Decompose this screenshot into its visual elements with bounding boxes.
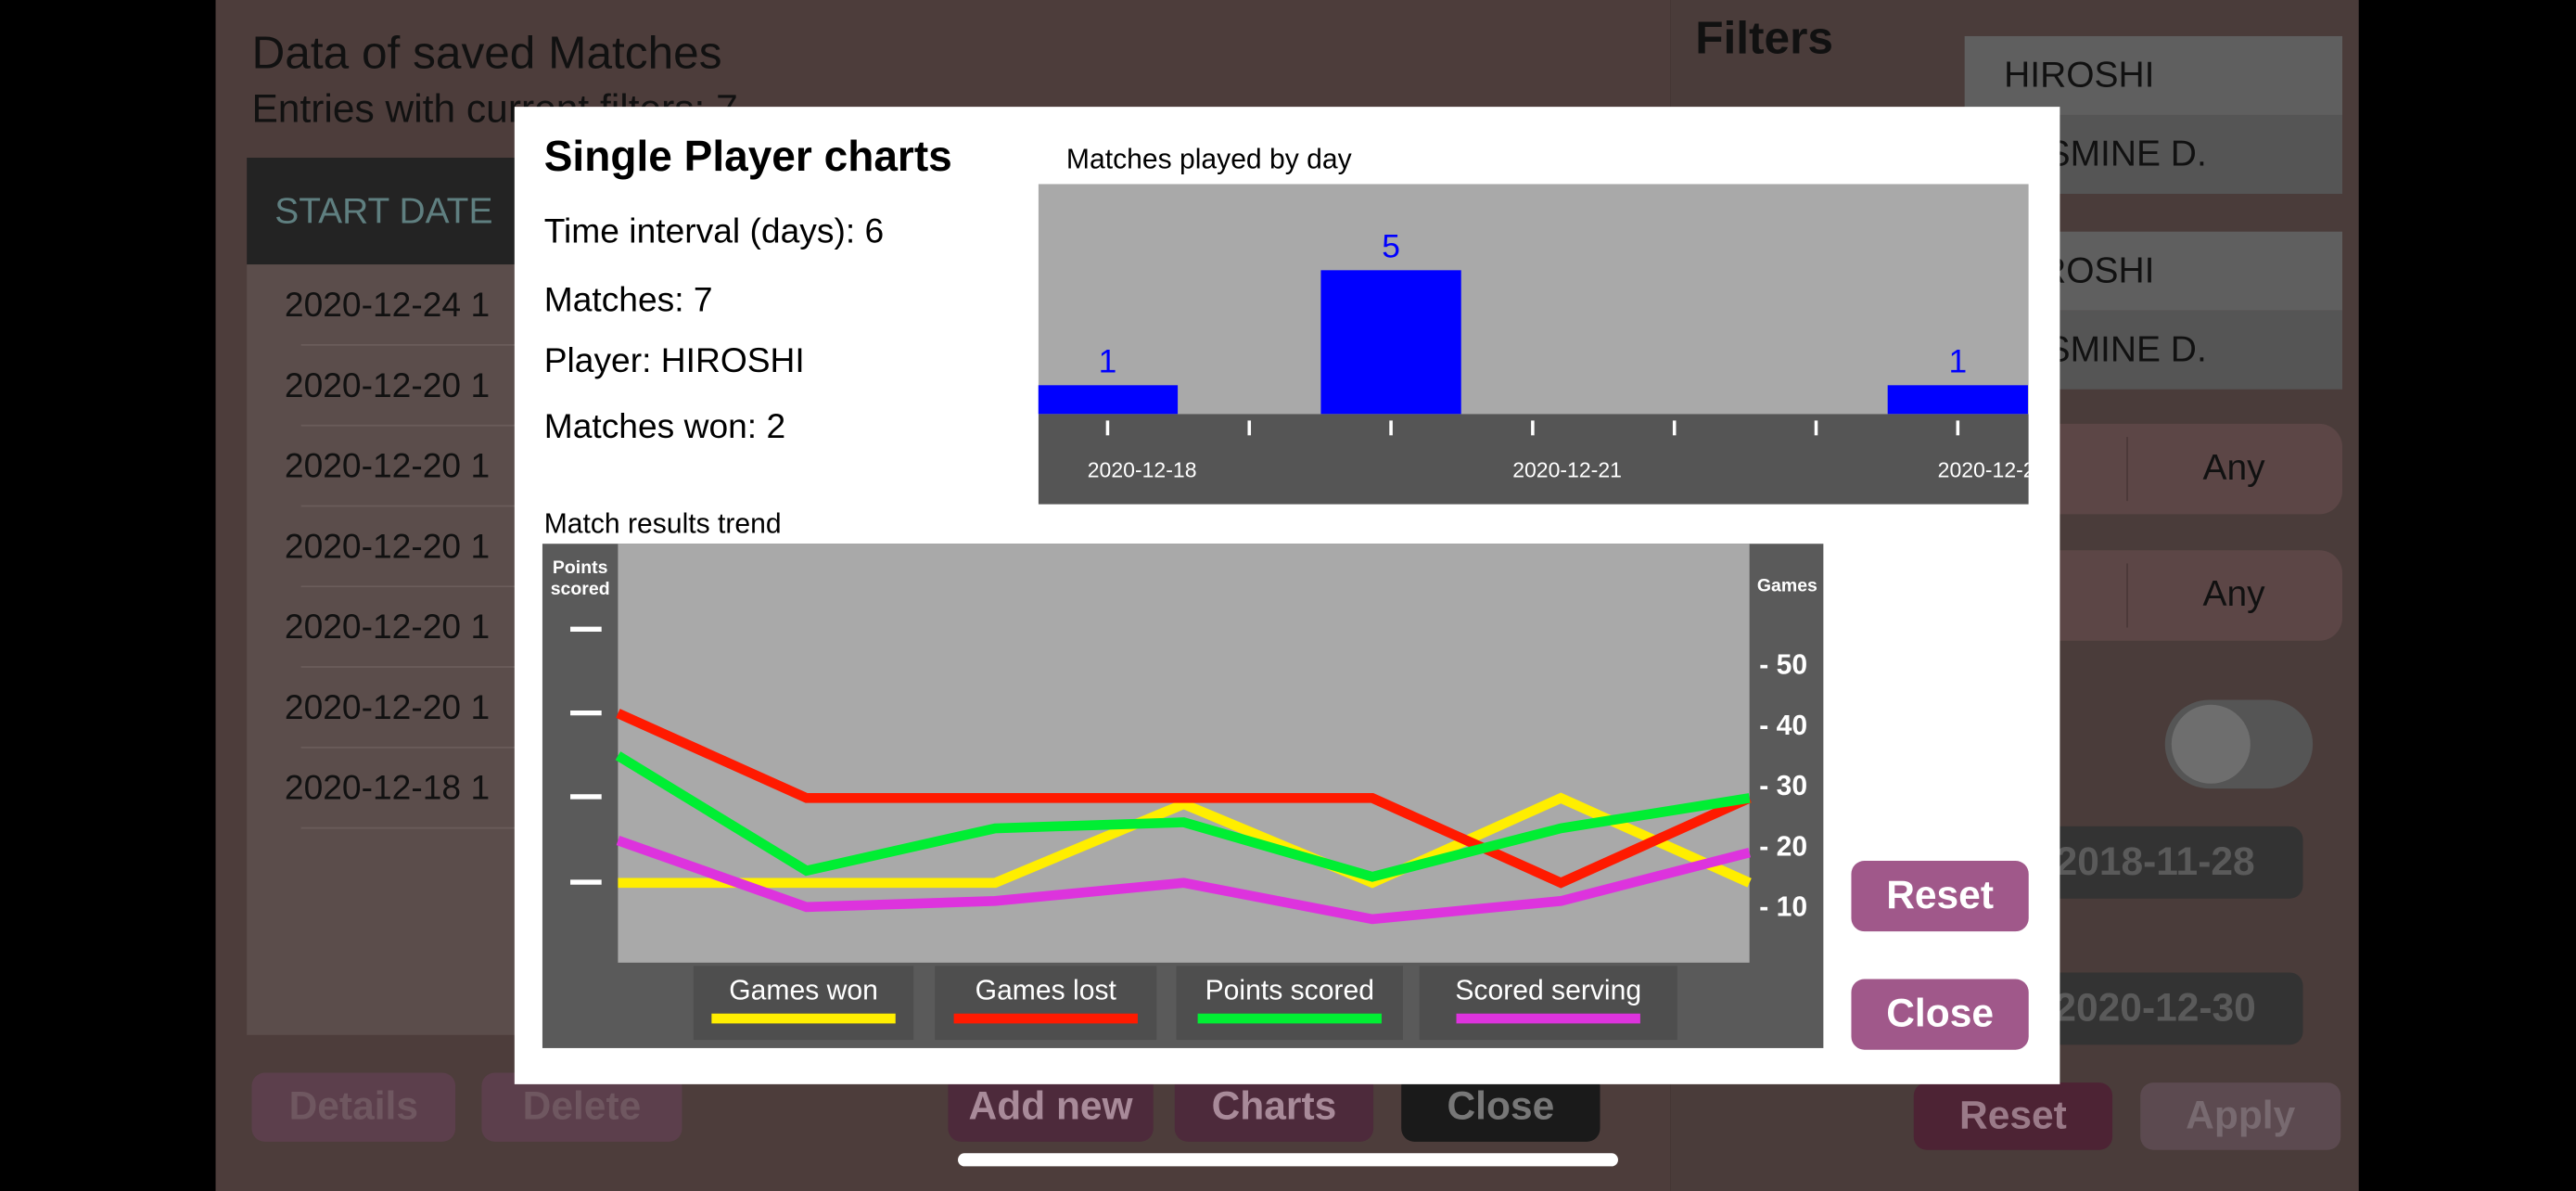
- table-row: 2020-12-20 1: [285, 526, 490, 565]
- column-header: START DATE: [274, 192, 492, 232]
- legend-swatch: [953, 1013, 1138, 1024]
- info-line: Matches: 7: [544, 280, 713, 319]
- background-button[interactable]: Add new: [969, 1085, 1134, 1129]
- bar-value-label: 1: [1948, 343, 1967, 380]
- info-line: Matches won: 2: [544, 406, 785, 445]
- background-button-bg: [481, 1072, 682, 1142]
- x-tick-label: 2020-12-24: [1938, 457, 2047, 481]
- bar-value-label: 5: [1382, 228, 1400, 265]
- legend-item-bg: [935, 966, 1157, 1041]
- legend-swatch: [711, 1013, 896, 1024]
- modal-title: Single Player charts: [544, 132, 952, 180]
- background-button[interactable]: Close: [1447, 1085, 1554, 1129]
- left-axis-label: Points scored: [550, 558, 610, 600]
- modal-button[interactable]: Reset: [1886, 874, 1994, 917]
- x-tick-label: 2020-12-18: [1088, 457, 1197, 481]
- legend-item-bg: [1176, 966, 1403, 1041]
- legend-label: Games won: [729, 976, 878, 1006]
- background-button-bg: [1401, 1072, 1600, 1142]
- series-line: [616, 836, 1751, 925]
- modal-button-bg: [1851, 979, 2029, 1050]
- legend-swatch: [1456, 1013, 1640, 1024]
- series-line: [616, 709, 1752, 889]
- date-value: 2020-12-30: [2054, 986, 2255, 1030]
- date-field[interactable]: [2007, 972, 2303, 1045]
- modal: Single Player charts Time interval (days)…: [514, 107, 2060, 1084]
- bar: [1887, 385, 2028, 415]
- plot-area: [618, 544, 1750, 963]
- player-name: HIROSHI: [2004, 56, 2154, 96]
- y-tick-label: - 50: [1759, 649, 1807, 680]
- option-value[interactable]: Any: [2203, 448, 2266, 488]
- right-axis-label: Games: [1757, 575, 1817, 596]
- info-line: Player: HIROSHI: [544, 340, 805, 379]
- background-button[interactable]: Charts: [1212, 1085, 1337, 1129]
- bar: [1038, 385, 1179, 415]
- option-value[interactable]: Any: [2203, 574, 2266, 614]
- left-axis-label-box: Points scored: [550, 558, 610, 600]
- filter-button-bg: [1913, 1082, 2113, 1150]
- date-value: 2018-11-28: [2056, 840, 2255, 884]
- toggle-knob: [2171, 704, 2251, 784]
- y-tick-label: - 30: [1759, 771, 1807, 801]
- table-row: 2020-12-20 1: [285, 607, 490, 646]
- legend-item-bg: [1419, 966, 1677, 1041]
- table-row: 2020-12-20 1: [285, 687, 490, 726]
- background-button[interactable]: Delete: [523, 1085, 642, 1129]
- legend-swatch: [1197, 1013, 1382, 1024]
- table-row: 2020-12-18 1: [285, 768, 490, 807]
- y-tick-label: - 20: [1759, 831, 1807, 862]
- table-row: 2020-12-24 1: [285, 285, 490, 324]
- filter-button-bg: [2140, 1082, 2341, 1150]
- chart-title: Matches played by day: [1066, 145, 1352, 175]
- background-button[interactable]: Details: [289, 1085, 418, 1129]
- table-row: 2020-12-20 1: [285, 446, 490, 485]
- legend-label: Games lost: [976, 976, 1117, 1006]
- y-tick-label: - 40: [1759, 711, 1807, 741]
- legend-label: Scored serving: [1455, 976, 1641, 1006]
- page-title: Data of saved Matches: [251, 26, 721, 78]
- background-button-bg: [251, 1072, 456, 1142]
- modal-button-bg: [1851, 861, 2029, 932]
- date-field[interactable]: [2007, 826, 2303, 899]
- chart-title: Match results trend: [544, 509, 782, 540]
- player-cell: [1964, 35, 2343, 115]
- legend-label: Points scored: [1205, 976, 1374, 1006]
- x-tick-label: 2020-12-21: [1512, 457, 1622, 481]
- y-tick-label: - 10: [1759, 892, 1807, 923]
- bar-value-label: 1: [1099, 343, 1117, 380]
- background-button-bg: [1174, 1072, 1374, 1142]
- bar-chart: 1 2020-12-18 5 2020-12-21 1 2020-12-24: [1038, 184, 2047, 505]
- filters-title: Filters: [1695, 11, 1833, 63]
- bar: [1320, 270, 1461, 415]
- filter-button[interactable]: Reset: [1959, 1094, 2067, 1137]
- filter-button[interactable]: Apply: [2186, 1094, 2295, 1137]
- modal-button[interactable]: Close: [1886, 992, 1994, 1036]
- home-indicator: [958, 1153, 1618, 1167]
- series-line: [615, 751, 1751, 882]
- legend-item-bg: [693, 966, 914, 1041]
- info-line: Time interval (days): 6: [544, 211, 884, 250]
- background-button-bg: [948, 1072, 1154, 1142]
- plot-area: [1038, 184, 2029, 415]
- table-row: 2020-12-20 1: [285, 365, 490, 404]
- series-line: [618, 792, 1752, 889]
